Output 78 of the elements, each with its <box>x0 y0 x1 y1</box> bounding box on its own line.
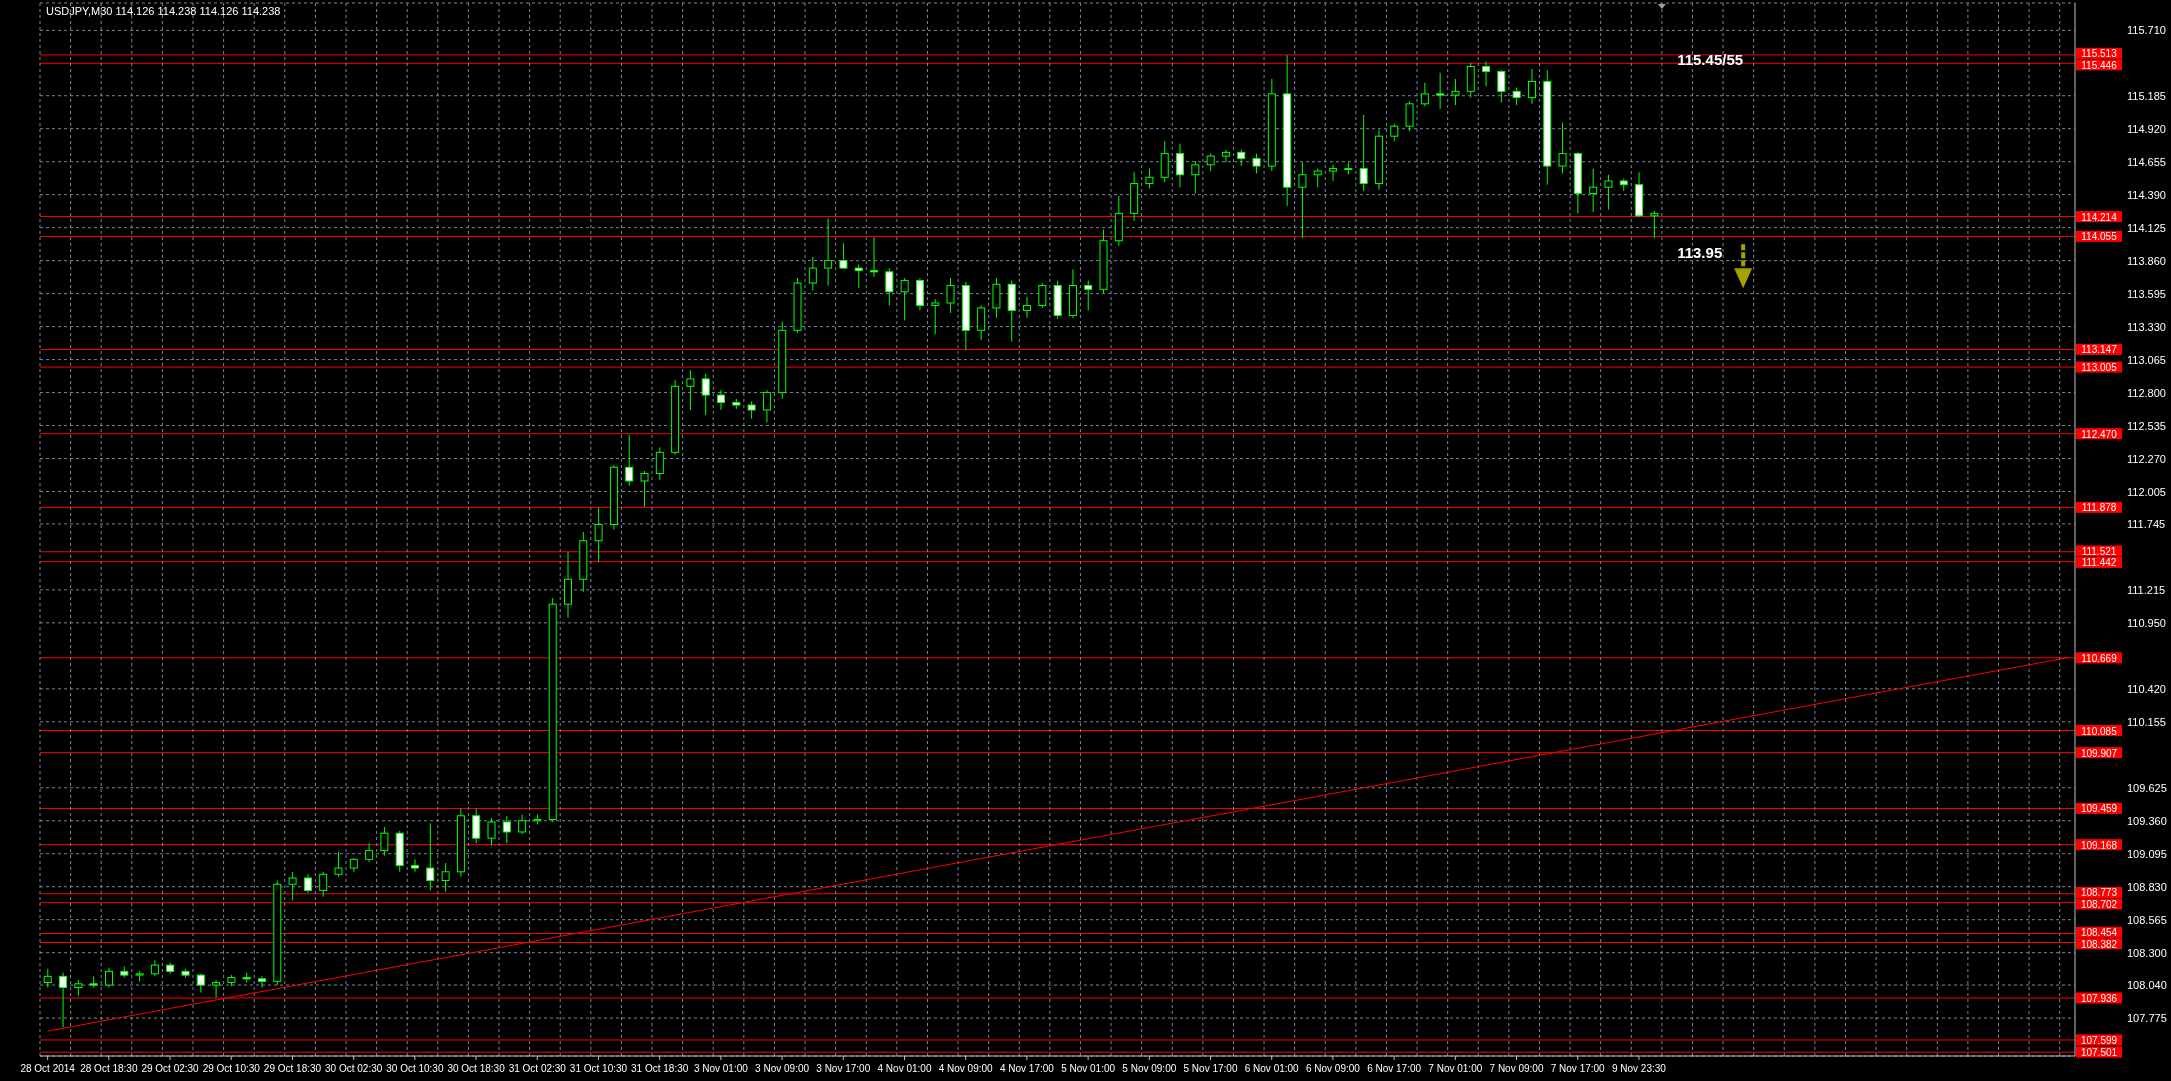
ref-line-label: 108.773 <box>2080 886 2118 898</box>
ref-line-label: 114.214 <box>2081 211 2118 223</box>
y-tick-label: 114.655 <box>2127 155 2166 168</box>
y-tick-label: 112.800 <box>2127 386 2166 399</box>
y-tick-label: 108.565 <box>2127 913 2167 926</box>
y-tick-label: 115.185 <box>2127 89 2166 102</box>
y-tick-label: 109.360 <box>2127 814 2167 827</box>
chart-title: USDJPY,M30 114.126 114.238 114.126 114.238 <box>46 5 281 17</box>
x-tick-label: 7 Nov 17:00 <box>1550 1063 1606 1074</box>
ref-line-label: 111.521 <box>2081 545 2117 557</box>
y-tick-label: 112.535 <box>2127 419 2166 432</box>
y-tick-label: 113.330 <box>2127 320 2166 333</box>
ref-line-label: 111.442 <box>2081 556 2117 568</box>
x-tick-label: 3 Nov 09:00 <box>755 1063 810 1074</box>
y-tick-label: 110.420 <box>2127 682 2166 695</box>
y-tick-label: 108.040 <box>2127 979 2167 992</box>
x-tick-label: 5 Nov 09:00 <box>1122 1063 1177 1074</box>
ref-line-label: 109.907 <box>2080 747 2118 759</box>
ref-line-label: 107.501 <box>2080 1046 2118 1058</box>
annotation: 113.95 <box>1677 243 1723 261</box>
y-tick-label: 108.300 <box>2127 946 2167 959</box>
x-tick-label: 4 Nov 17:00 <box>999 1063 1055 1074</box>
x-tick-label: 5 Nov 01:00 <box>1061 1063 1116 1074</box>
ref-line-label: 108.702 <box>2080 898 2118 910</box>
ref-line-label: 115.446 <box>2081 59 2118 71</box>
y-tick-label: 113.595 <box>2127 287 2166 300</box>
x-tick-label: 5 Nov 17:00 <box>1183 1063 1238 1074</box>
ref-line-label: 113.147 <box>2081 343 2118 355</box>
y-tick-label: 113.860 <box>2127 254 2166 267</box>
x-tick-label: 31 Oct 18:30 <box>631 1063 689 1074</box>
y-tick-label: 110.155 <box>2127 715 2166 728</box>
y-tick-label: 109.625 <box>2127 781 2167 794</box>
x-tick-label: 31 Oct 10:30 <box>569 1063 628 1074</box>
x-tick-label: 9 Nov 23:30 <box>1611 1063 1667 1074</box>
x-tick-label: 7 Nov 01:00 <box>1428 1063 1483 1074</box>
y-tick-label: 111.745 <box>2127 517 2166 530</box>
x-tick-label: 28 Oct 18:30 <box>80 1063 138 1074</box>
ref-line-label: 115.513 <box>2081 47 2118 59</box>
y-tick-label: 111.215 <box>2127 583 2166 596</box>
y-tick-label: 110.950 <box>2127 616 2166 629</box>
x-tick-label: 3 Nov 17:00 <box>816 1063 871 1074</box>
ref-line-label: 111.878 <box>2081 501 2117 513</box>
x-tick-label: 30 Oct 18:30 <box>447 1063 506 1074</box>
x-tick-label: 4 Nov 01:00 <box>877 1063 932 1074</box>
x-tick-label: 28 Oct 2014 <box>20 1063 76 1074</box>
ref-line-label: 107.599 <box>2080 1034 2118 1046</box>
y-tick-label: 107.775 <box>2127 1012 2167 1025</box>
ref-line-label: 108.454 <box>2080 926 2118 938</box>
y-tick-label: 114.390 <box>2127 188 2166 201</box>
x-tick-label: 30 Oct 02:30 <box>325 1063 383 1074</box>
y-tick-label: 112.270 <box>2127 452 2166 465</box>
x-tick-label: 29 Oct 18:30 <box>263 1063 322 1074</box>
x-tick-label: 29 Oct 10:30 <box>202 1063 261 1074</box>
y-tick-label: 113.065 <box>2127 353 2166 366</box>
ref-line-label: 110.669 <box>2081 652 2118 664</box>
x-tick-label: 7 Nov 09:00 <box>1489 1063 1544 1074</box>
y-tick-label: 114.125 <box>2127 221 2166 234</box>
y-tick-label: 114.920 <box>2127 122 2166 135</box>
y-tick-label: 108.830 <box>2127 880 2167 893</box>
x-tick-label: 31 Oct 02:30 <box>508 1063 567 1074</box>
ref-line-label: 109.459 <box>2080 802 2118 814</box>
x-tick-label: 6 Nov 17:00 <box>1367 1063 1422 1074</box>
x-tick-label: 6 Nov 09:00 <box>1305 1063 1361 1074</box>
ref-line-label: 110.085 <box>2081 725 2118 737</box>
x-tick-label: 29 Oct 02:30 <box>141 1063 200 1074</box>
x-tick-label: 3 Nov 01:00 <box>693 1063 749 1074</box>
ref-line-label: 113.005 <box>2081 361 2118 373</box>
y-tick-label: 109.095 <box>2127 847 2167 860</box>
ref-line-label: 107.936 <box>2080 992 2118 1004</box>
ref-line-label: 109.168 <box>2080 839 2118 851</box>
x-tick-label: 6 Nov 01:00 <box>1244 1063 1300 1074</box>
y-tick-label: 112.005 <box>2127 485 2166 498</box>
ref-line-label: 114.055 <box>2081 230 2118 242</box>
x-tick-label: 4 Nov 09:00 <box>938 1063 994 1074</box>
x-tick-label: 30 Oct 10:30 <box>386 1063 444 1074</box>
ref-line-label: 112.470 <box>2081 428 2118 440</box>
y-tick-label: 115.710 <box>2127 24 2166 37</box>
ref-line-label: 108.382 <box>2080 938 2118 950</box>
